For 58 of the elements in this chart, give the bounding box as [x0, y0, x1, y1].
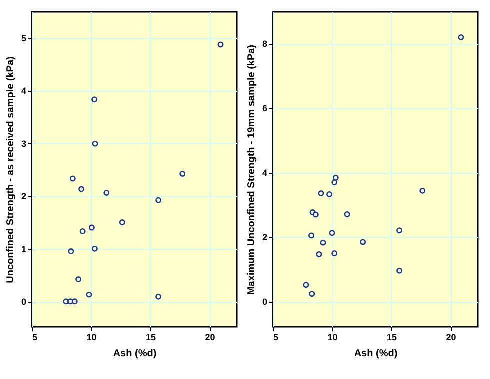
y-tick-label: 1 — [21, 244, 26, 254]
point — [119, 220, 126, 226]
point — [420, 188, 426, 194]
point — [309, 291, 316, 298]
y-tick-label: 0 — [21, 297, 26, 308]
point — [104, 190, 110, 196]
point — [88, 224, 95, 231]
x-tick-label: 20 — [446, 332, 456, 342]
x-tick-label: 20 — [205, 332, 216, 342]
point — [92, 246, 98, 252]
point — [329, 230, 336, 236]
y-tick-label: 6 — [262, 104, 268, 114]
x-tick-label: 15 — [146, 332, 156, 342]
point — [308, 232, 315, 239]
point — [68, 248, 74, 255]
x-tick-label: 5 — [32, 332, 38, 342]
point — [326, 191, 333, 198]
y-tick-label: 3 — [21, 138, 26, 149]
point — [92, 96, 98, 103]
point — [76, 276, 82, 283]
x-tick-label: 10 — [86, 332, 97, 342]
point — [80, 228, 86, 234]
point — [78, 186, 85, 192]
point — [396, 268, 403, 274]
point — [312, 212, 319, 218]
point — [303, 282, 310, 288]
x-axis-title: Ash (%d) — [354, 348, 398, 360]
point — [332, 180, 338, 186]
point — [156, 197, 162, 204]
y-tick-label: 2 — [21, 192, 26, 202]
point — [332, 175, 339, 182]
y-tick-label: 8 — [262, 39, 268, 50]
point — [92, 140, 98, 147]
point — [318, 190, 324, 197]
x-tick-label: 5 — [274, 332, 279, 342]
point — [86, 292, 92, 298]
point — [458, 34, 464, 40]
y-tick-label: 0 — [262, 297, 268, 308]
point — [332, 250, 338, 256]
point — [180, 170, 186, 177]
point — [320, 240, 326, 246]
y-tick-label: 4 — [21, 86, 26, 96]
point — [72, 298, 78, 305]
y-tick-label: 5 — [21, 33, 26, 44]
y-axis-title: Unconfined Strength - as received sample (kPa) — [5, 56, 16, 284]
point — [218, 42, 224, 48]
point — [70, 176, 76, 182]
point — [360, 239, 366, 246]
y-axis-title: Maximum Unconfined Strength - 19mm sample (kPa) — [246, 44, 258, 296]
y-tick-label: 2 — [262, 232, 268, 243]
y-tick-label: 4 — [262, 168, 268, 178]
x-axis-title: Ash (%d) — [113, 348, 157, 360]
point — [316, 251, 322, 258]
point — [156, 294, 162, 300]
x-tick-label: 10 — [328, 332, 338, 342]
point — [344, 211, 350, 218]
x-tick-label: 15 — [386, 332, 398, 342]
point — [396, 228, 403, 234]
